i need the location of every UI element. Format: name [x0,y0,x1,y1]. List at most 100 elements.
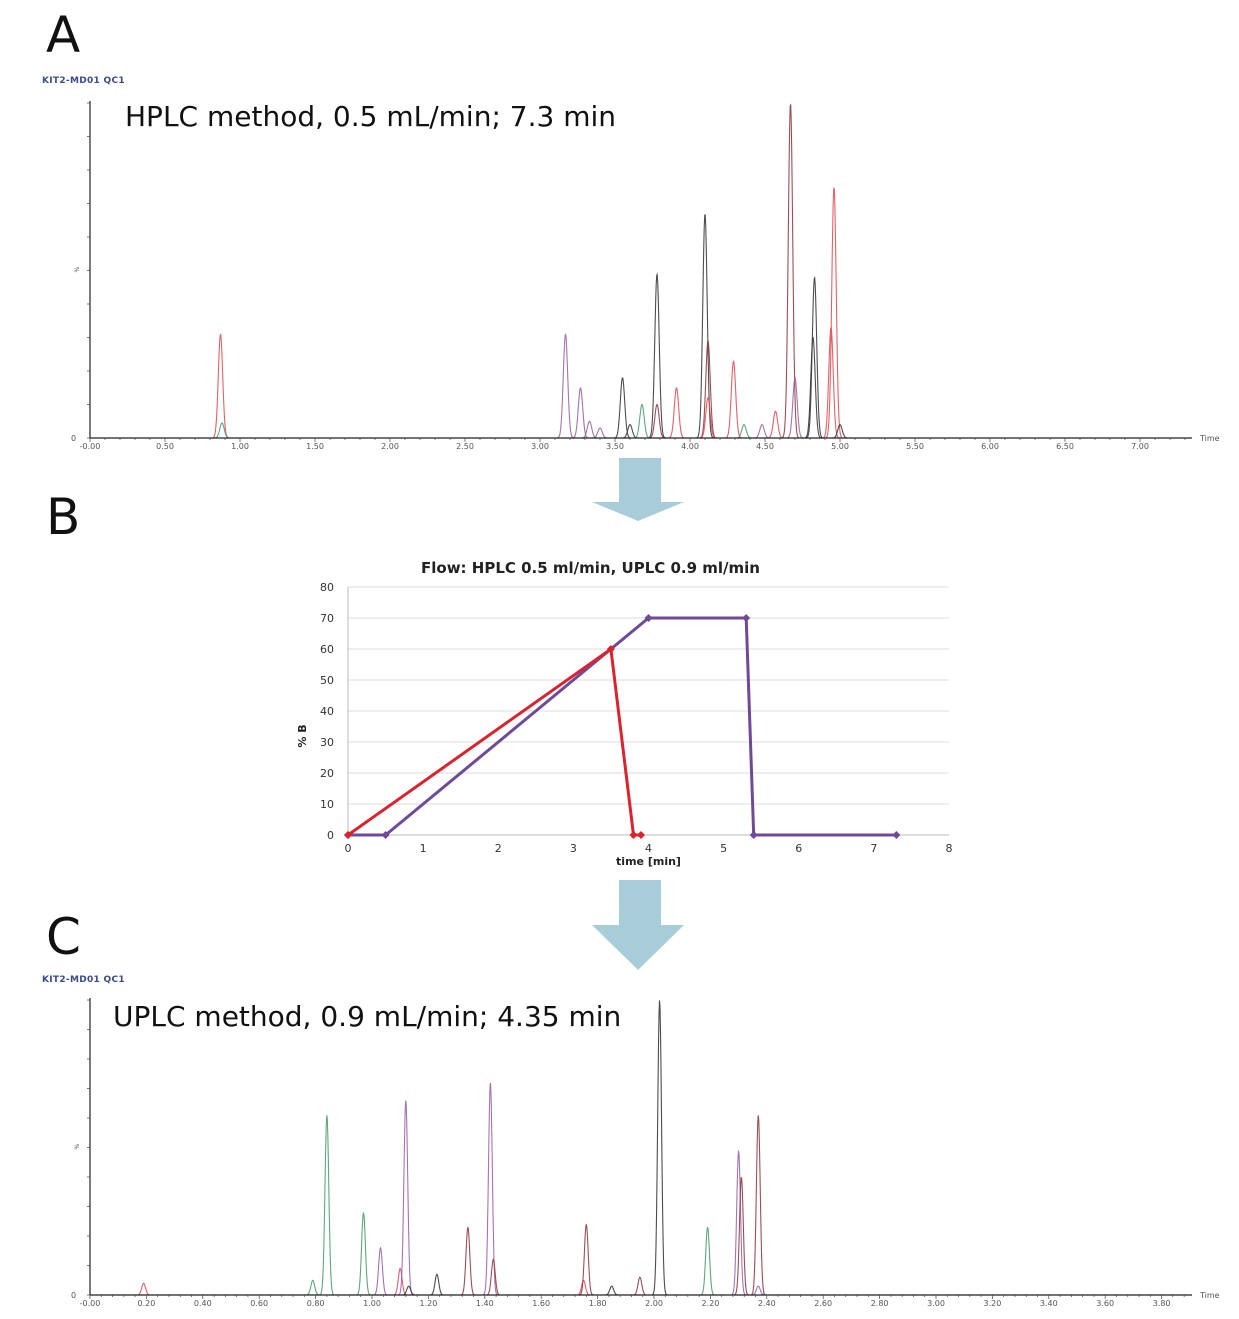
chromatogram-peak [699,1227,716,1296]
x-tick-label: 0.40 [194,1299,212,1308]
chromatogram-peak [781,104,800,439]
x-tick-label: 0.20 [137,1299,155,1308]
y-tick-label: 10 [320,798,334,811]
x-tick-label: 3.00 [531,442,549,451]
chromatogram-peak [633,403,651,439]
x-tick-label: 6 [795,842,802,855]
x-tick-label: 2 [495,842,502,855]
chromatogram-peak [667,387,686,439]
x-tick-label: 2.00 [645,1299,663,1308]
chromatogram-peak [786,376,804,439]
x-axis-label: time [min] [616,855,681,868]
chromatogram-peak [632,1276,648,1296]
chromatogram-peak [696,214,714,439]
x-tick-label: 1 [420,842,427,855]
chromatogram-peak [648,403,666,439]
x-tick-label: 4.50 [756,442,774,451]
x-tick-label: 3.50 [606,442,624,451]
chromatogram-peak [211,333,230,439]
x-tick-label: 3.00 [927,1299,945,1308]
x-tick-label: 6.00 [981,442,999,451]
y-tick-label: 40 [320,705,334,718]
method-label-c: UPLC method, 0.9 mL/min; 4.35 min [113,1000,628,1033]
chromatogram-peak [305,1279,321,1296]
chromatogram-peak [429,1273,445,1296]
x-axis-label: Time [1199,1291,1220,1300]
chromatogram-peak [733,1177,749,1296]
x-tick-label: 5.50 [906,442,924,451]
x-tick-label: 1.00 [231,442,249,451]
x-tick-label: 1.40 [476,1299,494,1308]
chromatogram-peak [648,272,666,439]
y-tick-label: 70 [320,612,334,625]
x-tick-label: 3.20 [983,1299,1001,1308]
x-tick-label: 0.50 [156,442,174,451]
x-tick-label: 0.80 [307,1299,325,1308]
chromatogram-peak [699,340,717,439]
panel-label-a: A [46,6,81,64]
x-tick-label: 1.80 [589,1299,607,1308]
x-tick-label: 2.50 [456,442,474,451]
x-tick-label: 2.80 [871,1299,889,1308]
x-tick-label: 3.80 [1153,1299,1171,1308]
chromatogram-peak [578,1224,594,1296]
x-tick-label: 0.60 [250,1299,268,1308]
y-tick-label: 0 [71,1291,76,1300]
x-tick-label: 6.50 [1056,442,1074,451]
x-tick-label: 2.20 [701,1299,719,1308]
chromatogram-peak [460,1227,476,1296]
chromatogram-peak [319,1115,335,1296]
chromatogram-peak [398,1100,414,1296]
chromatogram-peak [621,424,639,439]
y-tick-label: % [74,267,81,273]
gradient-data-point [892,831,901,839]
x-tick-label: -0.00 [80,442,101,451]
chromatogram-peak [730,1150,747,1296]
gradient-data-point [742,614,751,622]
x-tick-label: 2.40 [758,1299,776,1308]
gradient-chart-title: Flow: HPLC 0.5 ml/min, UPLC 0.9 ml/min [421,559,760,577]
gradient-data-point [636,831,645,839]
chromatogram-peak [805,276,824,439]
x-tick-label: -0.00 [80,1299,101,1308]
panel-label-c: C [46,908,81,966]
chromatogram-peak [575,1279,591,1296]
chromatogram-peak [825,187,843,439]
x-tick-label: 4 [645,842,652,855]
chromatogram-peak [766,410,785,439]
chromatogram-peak [355,1212,372,1296]
chromatogram-peak [613,376,632,439]
chromatogram-peak [580,420,599,439]
chromatogram-peak [604,1285,620,1296]
y-tick-label: % [74,1144,81,1150]
chromatogram-peak [556,333,575,439]
chromatogram-peak [136,1282,151,1296]
y-tick-label: 20 [320,767,334,780]
y-tick-label: 0 [327,829,334,842]
y-tick-label: 50 [320,674,334,687]
gradient-series-line [348,616,897,837]
y-axis-label: % B [296,724,309,747]
x-tick-label: 2.60 [814,1299,832,1308]
chromatogram-peak [482,1082,499,1296]
panel-label-b: B [46,488,81,546]
y-tick-label: 30 [320,736,334,749]
chromatogram-peak [651,1000,668,1296]
run-id-a: KIT2-MD01 QC1 [42,76,125,86]
x-tick-label: 3.60 [1096,1299,1114,1308]
gradient-data-point [644,614,653,622]
chromatogram-peak [571,387,590,439]
down-arrow-icon [592,458,684,521]
chromatogram-peak [804,336,822,439]
chromatogram-peak [699,397,717,439]
chromatogram-peak [724,360,743,439]
x-tick-label: 5 [720,842,727,855]
x-tick-label: 4.00 [681,442,699,451]
gradient-data-point [344,831,352,839]
y-tick-label: 80 [320,581,334,594]
gradient-data-point [749,831,758,839]
y-tick-label: 60 [320,643,334,656]
x-tick-label: 8 [946,842,953,855]
x-tick-label: 2.00 [381,442,399,451]
